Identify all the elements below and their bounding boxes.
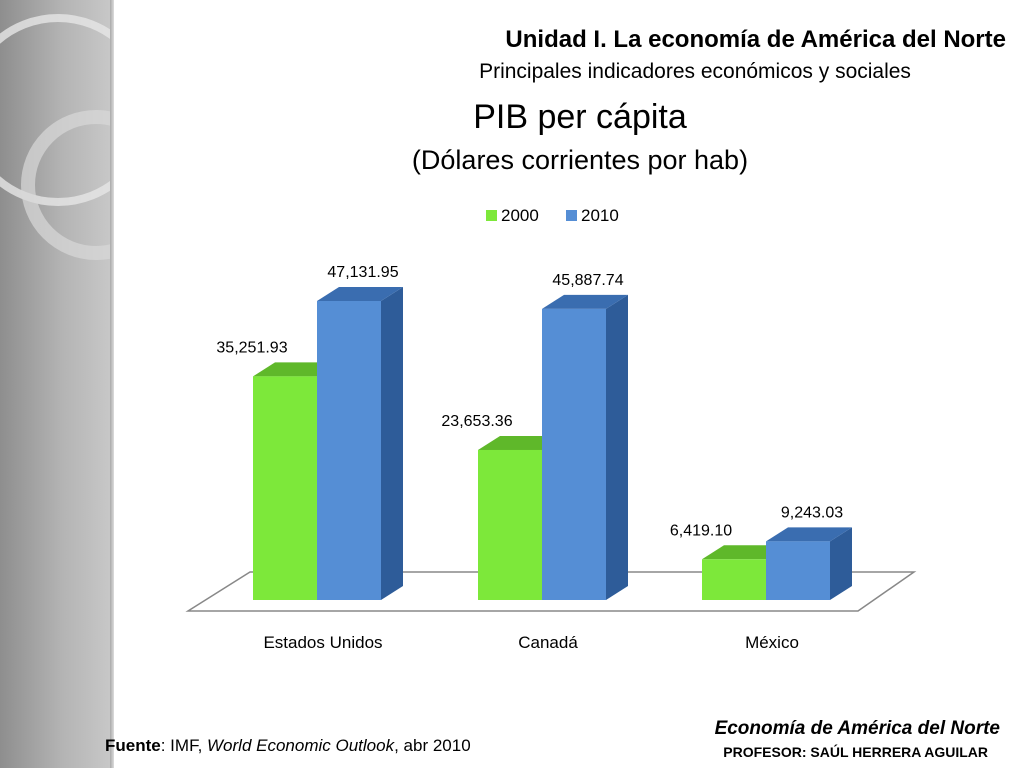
bar-2010-0 [317, 301, 381, 600]
source-note: Fuente: IMF, World Economic Outlook, abr… [105, 736, 471, 756]
bar-2010-1 [542, 308, 606, 600]
slide-title: Unidad I. La economía de América del Nor… [505, 26, 1006, 53]
professor-name: PROFESOR: SAÚL HERRERA AGUILAR [723, 744, 988, 760]
category-label: México [745, 633, 799, 652]
data-label: 6,419.10 [670, 522, 732, 539]
legend-swatch-2000 [486, 210, 497, 221]
bars-group: 35,251.93 47,131.95 23,653.36 45,887.74 6,41… [216, 264, 852, 600]
chart-subtitle: (Dólares corrientes por hab) [411, 145, 749, 175]
legend-label-2010: 2010 [581, 206, 619, 225]
bar-side [381, 287, 403, 600]
bar-2000-1 [478, 449, 542, 600]
legend-label-2000: 2000 [501, 206, 539, 225]
slide-subtitle: Principales indicadores económicos y soc… [479, 60, 911, 83]
bar-top [542, 294, 628, 309]
source-prefix: : IMF, [160, 736, 208, 755]
legend: 2000 2010 [486, 206, 619, 225]
bar-2000-0 [253, 376, 317, 600]
bar-2000-2 [702, 559, 766, 600]
data-label: 23,653.36 [441, 413, 512, 430]
data-label: 47,131.95 [327, 264, 398, 281]
bar-2010-2 [766, 541, 830, 600]
legend-swatch-2010 [566, 210, 577, 221]
bar-top [317, 287, 403, 301]
course-name: Economía de América del Norte [714, 718, 1000, 739]
source-suffix: , abr 2010 [394, 736, 471, 755]
bar-side [606, 294, 628, 600]
category-label: Estados Unidos [263, 633, 382, 652]
side-decoration-panel [0, 0, 114, 768]
bar-top [766, 527, 852, 542]
data-label: 35,251.93 [216, 339, 287, 356]
decorative-rings [0, 14, 114, 260]
category-label: Canadá [518, 633, 578, 652]
bar-chart: 2000 2010 35,251.93 47,131.95 23,653.36 45,… [185, 206, 917, 652]
source-label: Fuente [105, 736, 161, 755]
chart-title: PIB per cápita [473, 98, 687, 136]
data-label: 9,243.03 [781, 504, 843, 521]
data-label: 45,887.74 [552, 272, 623, 289]
side-panel-edge [110, 0, 114, 768]
source-publication: World Economic Outlook [207, 736, 395, 755]
bar-side [830, 527, 852, 600]
